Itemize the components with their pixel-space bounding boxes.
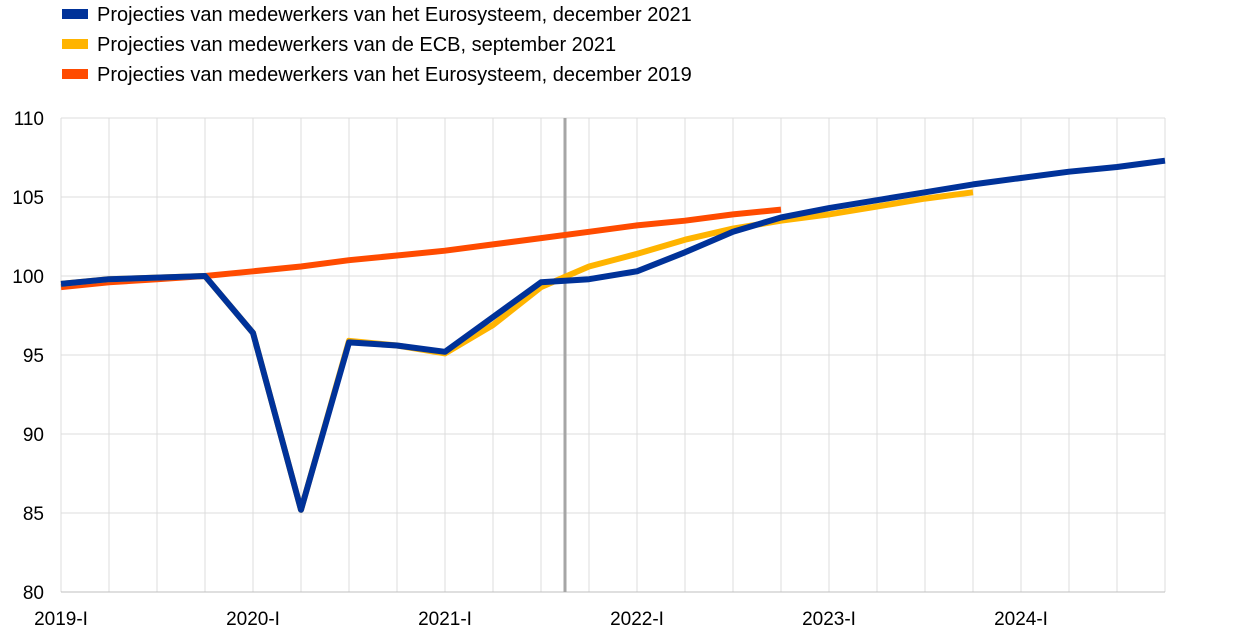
x-tick-label: 2019-I <box>34 609 88 630</box>
y-tick-label: 95 <box>23 346 44 367</box>
x-tick-label: 2024-I <box>994 609 1048 630</box>
series-lines <box>60 157 1166 513</box>
axes: 80 85 90 95 100 105 110 2019-I 2020-I 2021-I 2022-… <box>12 109 1165 630</box>
legend-label: Projecties van medewerkers van de ECB, s… <box>97 34 616 56</box>
x-tick-label: 2023-I <box>802 609 856 630</box>
x-tick-label: 2020-I <box>226 609 280 630</box>
legend-label: Projecties van medewerkers van het Euros… <box>97 4 692 26</box>
y-tick-label: 110 <box>14 109 44 130</box>
x-tick-label: 2021-I <box>418 609 472 630</box>
y-tick-label: 100 <box>12 267 44 288</box>
y-tick-label: 85 <box>23 504 44 525</box>
grid <box>60 117 1166 593</box>
legend-swatch <box>62 69 88 79</box>
legend-swatch <box>62 9 88 19</box>
y-tick-label: 80 <box>23 583 44 604</box>
y-tick-label: 90 <box>23 425 44 446</box>
legend-label: Projecties van medewerkers van het Euros… <box>97 64 692 86</box>
legend: Projecties van medewerkers van het Euros… <box>62 4 692 86</box>
legend-swatch <box>62 39 88 49</box>
x-tick-label: 2022-I <box>610 609 664 630</box>
series-line-2 <box>60 157 1166 513</box>
y-tick-label: 105 <box>12 188 44 209</box>
